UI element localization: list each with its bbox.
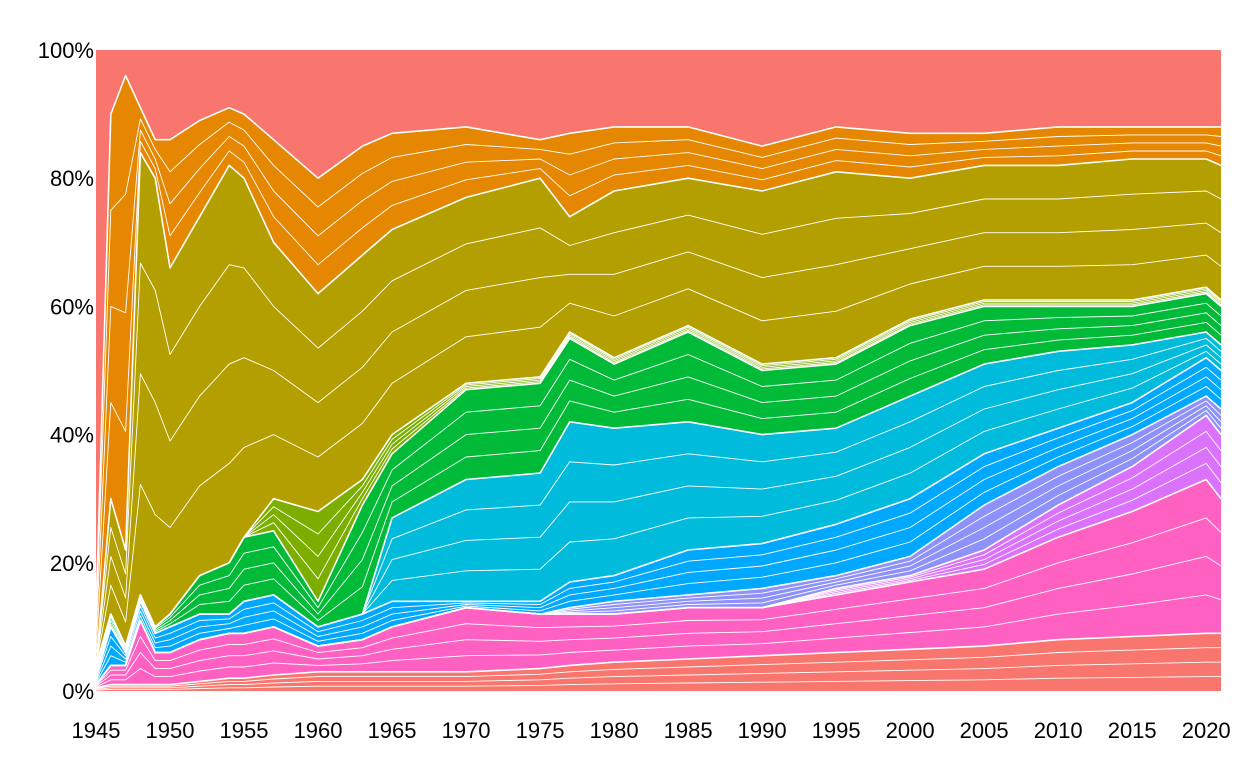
y-tick-label: 80% (50, 166, 94, 191)
x-tick-label: 1970 (442, 718, 491, 743)
x-tick-label: 2005 (960, 718, 1009, 743)
boundary-line-mustard-4 (95, 151, 1222, 666)
y-tick-label: 20% (50, 551, 94, 576)
boundary-line-periwinkle-4 (95, 395, 1222, 686)
boundary-line-pink-3 (95, 517, 1222, 686)
boundary-line-red-base-4 (95, 632, 1221, 689)
boundary-line-blue-1 (95, 386, 1222, 684)
boundary-line-orange-2 (95, 129, 1222, 640)
y-tick-label: 60% (50, 294, 94, 319)
x-tick-label: 1990 (738, 718, 787, 743)
x-tick-label: 1980 (590, 718, 639, 743)
boundary-line-orange-3 (95, 118, 1222, 627)
boundary-line-blue-2 (95, 376, 1222, 682)
boundary-line-mustard-2 (95, 222, 1222, 666)
x-tick-label: 1985 (664, 718, 713, 743)
y-axis: 0% 20% 40% 60% 80% 100% (38, 38, 94, 704)
boundary-line-mustard-3 (95, 190, 1222, 666)
boundary-line-green-1 (95, 321, 1222, 677)
x-tick-label: 1965 (368, 718, 417, 743)
boundary-line-orange-4 (95, 74, 1221, 615)
y-tick-label: 40% (50, 423, 94, 448)
boundary-line-red-base-1 (95, 676, 1221, 691)
boundary-line-green-2 (95, 312, 1222, 676)
boundary-line-red-base-3 (95, 647, 1221, 690)
y-tick-label: 100% (38, 38, 94, 63)
boundary-line-green-3 (95, 302, 1222, 674)
x-axis: 1945 1950 1955 1960 1965 1970 1975 1980 1985 1990… (72, 718, 1231, 743)
boundary-line-cyan-4 (95, 331, 1222, 679)
x-tick-label: 2015 (1108, 718, 1157, 743)
x-tick-label: 1995 (812, 718, 861, 743)
y-tick-label: 0% (62, 679, 94, 704)
boundary-line-pink-2 (95, 555, 1222, 687)
x-tick-label: 2000 (886, 718, 935, 743)
boundary-line-olive-4 (95, 286, 1222, 666)
x-tick-label: 1960 (294, 718, 343, 743)
area-band-pink (96, 479, 1221, 691)
boundary-line-red-base-2 (95, 661, 1221, 690)
x-tick-label: 1945 (72, 718, 121, 743)
boundary-line-orange-1 (95, 140, 1222, 653)
x-tick-label: 1950 (146, 718, 195, 743)
x-tick-label: 2010 (1034, 718, 1083, 743)
boundary-line-layer (95, 74, 1222, 691)
x-tick-label: 1955 (220, 718, 269, 743)
boundary-line-blue-3 (95, 366, 1222, 680)
boundary-line-pink-1 (95, 594, 1222, 688)
boundary-line-mustard-1 (95, 254, 1222, 666)
x-tick-label: 1975 (516, 718, 565, 743)
x-tick-label: 2020 (1182, 718, 1231, 743)
